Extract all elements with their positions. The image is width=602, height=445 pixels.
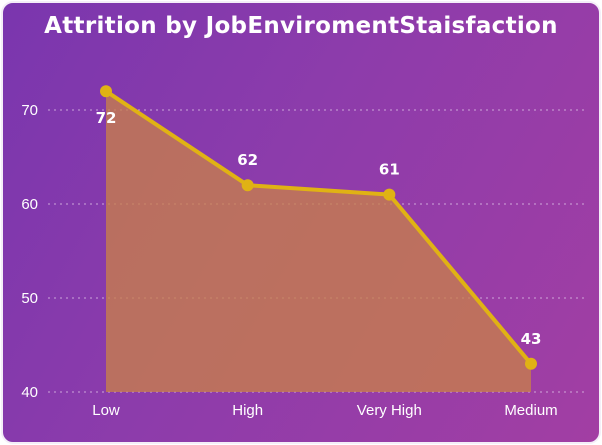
data-label: 62 bbox=[237, 151, 258, 169]
data-labels: 72 62 61 43 bbox=[96, 109, 542, 348]
y-tick-label: 60 bbox=[21, 196, 38, 213]
x-tick-label: High bbox=[232, 402, 263, 419]
area-fill bbox=[106, 91, 531, 392]
x-tick-label: Medium bbox=[504, 402, 557, 419]
data-label: 61 bbox=[379, 161, 400, 179]
y-tick-label: 70 bbox=[21, 102, 38, 119]
x-tick-label: Low bbox=[92, 402, 120, 419]
chart-title: Attrition by JobEnviromentStaisfaction bbox=[44, 13, 558, 39]
data-point bbox=[383, 188, 396, 201]
y-tick-label: 50 bbox=[21, 290, 38, 307]
series-line-layer bbox=[104, 89, 533, 366]
y-tick-label: 40 bbox=[21, 384, 38, 401]
data-point bbox=[525, 357, 537, 370]
data-label: 43 bbox=[521, 330, 542, 348]
area-fill-layer bbox=[106, 91, 531, 392]
data-point bbox=[241, 179, 254, 192]
series-line bbox=[104, 89, 533, 366]
data-label: 72 bbox=[96, 109, 117, 127]
data-point bbox=[100, 85, 112, 98]
y-axis: 40 50 60 70 bbox=[21, 102, 38, 401]
data-points bbox=[100, 85, 537, 370]
x-axis: Low High Very High Medium bbox=[92, 402, 557, 419]
x-tick-label: Very High bbox=[357, 402, 422, 419]
